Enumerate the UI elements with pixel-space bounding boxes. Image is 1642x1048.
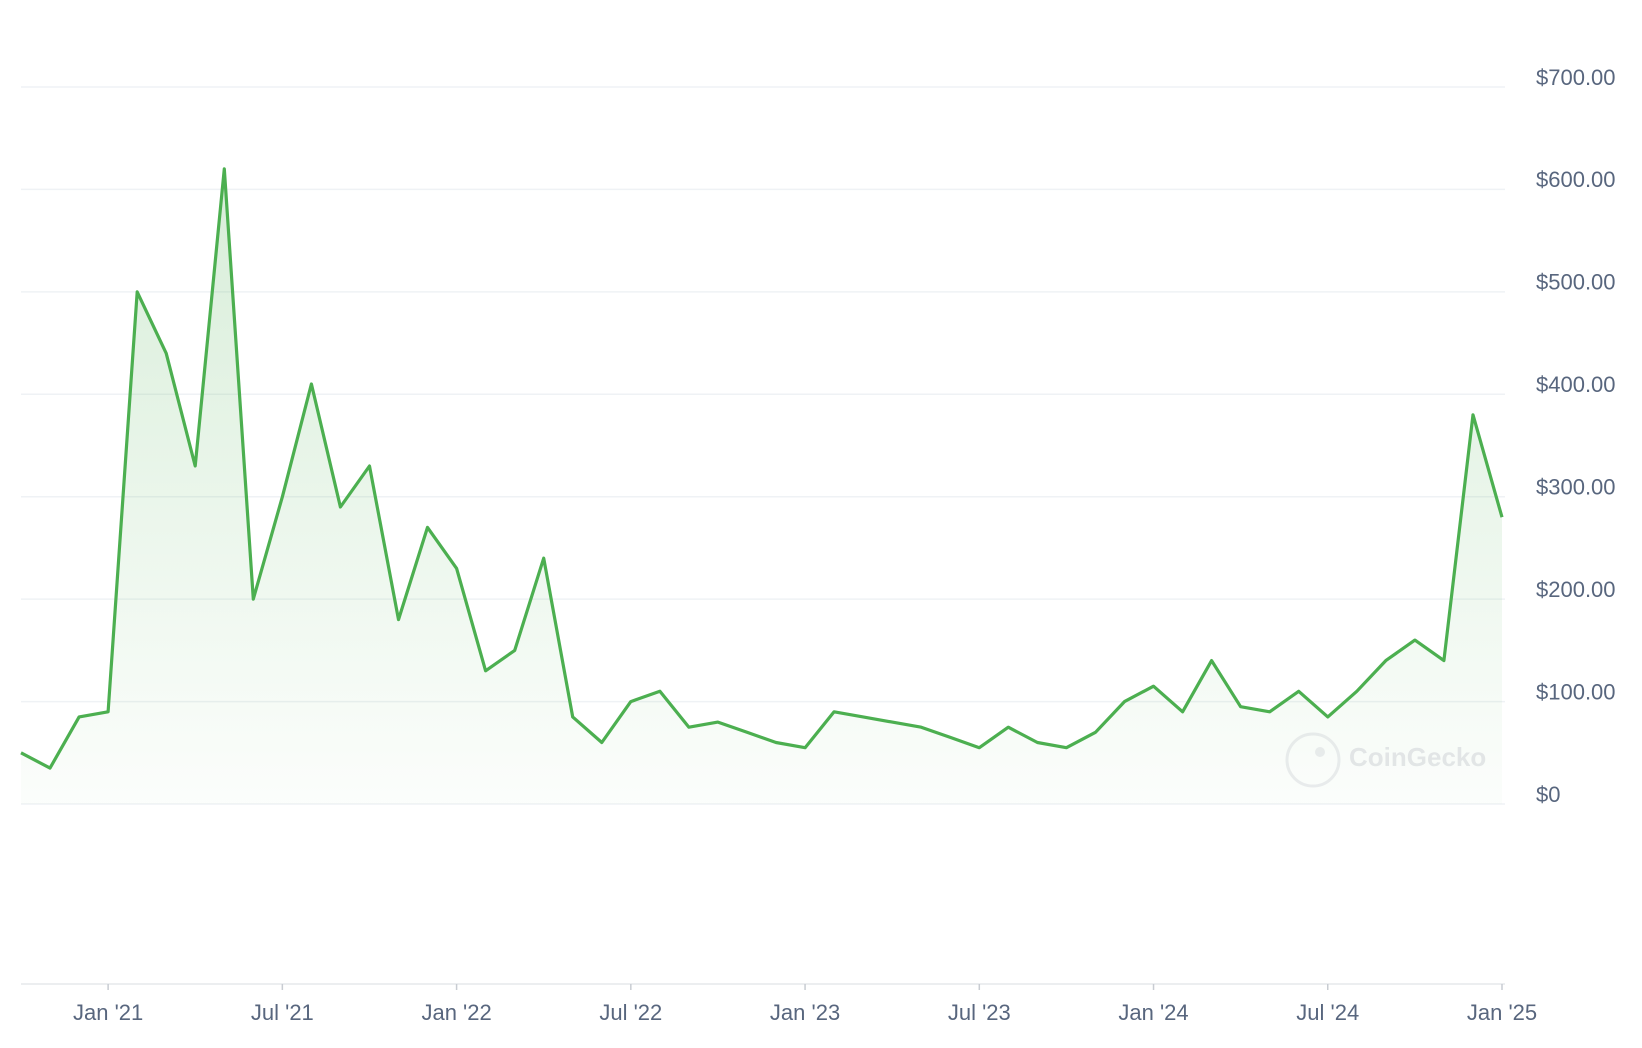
x-tick-label: Jan '23 [770, 1000, 840, 1025]
watermark-logo-eye [1315, 747, 1325, 757]
x-tick-label: Jan '22 [421, 1000, 491, 1025]
y-tick-label: $600.00 [1536, 167, 1616, 192]
watermark-logo [1285, 732, 1341, 788]
x-tick-label: Jul '22 [599, 1000, 662, 1025]
watermark-text: CoinGecko [1349, 742, 1486, 772]
y-tick-label: $0 [1536, 782, 1560, 807]
y-tick-label: $700.00 [1536, 65, 1616, 90]
y-tick-label: $500.00 [1536, 270, 1616, 295]
x-tick-label: Jan '21 [73, 1000, 143, 1025]
y-tick-label: $300.00 [1536, 475, 1616, 500]
x-tick-label: Jul '23 [948, 1000, 1011, 1025]
y-tick-label: $400.00 [1536, 372, 1616, 397]
y-tick-label: $100.00 [1536, 679, 1616, 704]
x-tick-label: Jan '25 [1467, 1000, 1537, 1025]
y-tick-label: $200.00 [1536, 577, 1616, 602]
watermark: CoinGecko [1285, 732, 1486, 788]
x-tick-label: Jul '24 [1296, 1000, 1359, 1025]
area [21, 168, 1502, 804]
x-tick-label: Jul '21 [251, 1000, 314, 1025]
price-line [20, 167, 1504, 770]
x-tick-label: Jan '24 [1118, 1000, 1188, 1025]
